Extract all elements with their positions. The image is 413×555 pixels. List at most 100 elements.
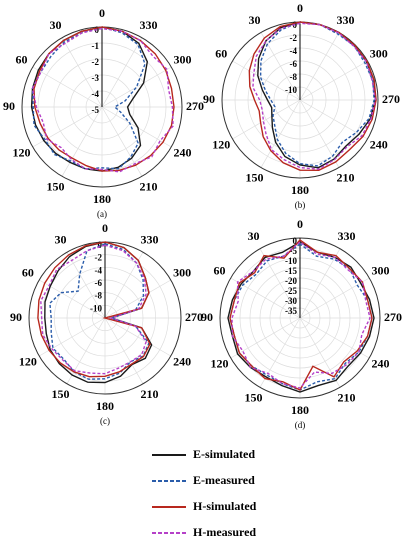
angle-label: 180 <box>291 403 309 417</box>
angle-label: 210 <box>338 390 356 404</box>
grid-spoke <box>299 99 340 168</box>
grid-spoke <box>104 317 144 384</box>
angle-label: 150 <box>47 179 65 193</box>
angle-label: 120 <box>19 354 37 368</box>
angle-label: 120 <box>212 137 230 151</box>
pattern-line <box>227 241 375 393</box>
grid-spoke <box>61 106 103 177</box>
polar-chart: 03060901201501802102402703003300-5-10-15… <box>201 217 402 430</box>
grid-spoke <box>299 248 341 319</box>
angle-label: 0 <box>297 217 303 231</box>
grid-spoke <box>259 317 301 388</box>
angle-label: 60 <box>213 263 225 277</box>
caption: (c) <box>100 416 110 426</box>
r-tick-label: -6 <box>95 278 103 288</box>
angle-label: 240 <box>173 354 191 368</box>
angle-label: 270 <box>186 99 204 113</box>
angle-label: 270 <box>384 310 402 324</box>
r-tick-label: -8 <box>290 72 298 82</box>
legend-label: H-measured <box>193 525 256 539</box>
r-tick-label: -4 <box>92 89 100 99</box>
r-tick-label: -20 <box>285 276 297 286</box>
polar-chart: 03060901201501802102402703003300-2-4-6-8… <box>10 221 203 426</box>
angle-label: 270 <box>382 92 400 106</box>
grid-spoke <box>101 66 172 108</box>
angle-label: 300 <box>372 263 390 277</box>
r-tick-label: -2 <box>290 33 298 43</box>
angle-label: 330 <box>338 229 356 243</box>
pattern-line <box>252 22 377 170</box>
pattern-line <box>259 21 375 167</box>
angle-label: 210 <box>337 171 355 185</box>
grid-spoke <box>66 317 106 384</box>
angle-label: 300 <box>370 46 388 60</box>
angle-label: 150 <box>246 171 264 185</box>
pattern-line <box>33 26 175 172</box>
angle-label: 0 <box>102 221 108 235</box>
angle-label: 150 <box>245 390 263 404</box>
angle-label: 90 <box>203 92 215 106</box>
r-tick-label: 0 <box>293 236 298 246</box>
r-tick-label: -3 <box>92 73 100 83</box>
r-tick-label: -5 <box>92 105 100 115</box>
angle-label: 90 <box>201 310 213 324</box>
r-tick-label: -35 <box>285 306 297 316</box>
angle-label: 120 <box>210 356 228 370</box>
r-tick-label: -8 <box>95 291 103 301</box>
angle-label: 0 <box>99 6 105 20</box>
angle-label: 210 <box>140 179 158 193</box>
caption: (d) <box>295 420 306 430</box>
r-tick-label: -10 <box>90 303 102 313</box>
pattern-line <box>31 27 174 173</box>
r-tick-label: -4 <box>95 265 103 275</box>
pattern-line <box>31 26 146 170</box>
r-tick-label: -6 <box>290 59 298 69</box>
angle-label: 240 <box>174 145 192 159</box>
polar-chart: 03060901201501802102402703003300-2-4-6-8… <box>203 1 400 210</box>
pattern-line <box>37 241 151 378</box>
angle-label: 180 <box>291 183 309 197</box>
grid-spoke <box>260 32 301 101</box>
pattern-line <box>229 239 373 391</box>
pattern-line <box>248 21 377 172</box>
legend-label: H-simulated <box>193 499 257 513</box>
angle-label: 120 <box>12 145 30 159</box>
angle-label: 90 <box>10 310 22 324</box>
angle-label: 150 <box>52 387 70 401</box>
angle-label: 240 <box>372 356 390 370</box>
grid-spoke <box>61 37 103 108</box>
pattern-line <box>231 241 371 389</box>
r-tick-label: -10 <box>285 256 297 266</box>
angle-label: 60 <box>15 52 27 66</box>
legend-label: E-simulated <box>193 447 255 461</box>
grid-spoke <box>104 317 171 357</box>
pattern-line <box>40 244 147 375</box>
angle-label: 180 <box>96 399 114 413</box>
polar-chart: 03060901201501802102402703003300-1-2-3-4… <box>3 6 204 219</box>
r-tick-label: -15 <box>285 266 297 276</box>
r-tick-label: -5 <box>290 246 298 256</box>
grid-spoke <box>232 99 301 140</box>
r-tick-label: -1 <box>92 41 100 51</box>
grid-spoke <box>101 37 143 108</box>
angle-label: 330 <box>141 233 159 247</box>
legend-label: E-measured <box>193 473 255 487</box>
angle-label: 30 <box>249 13 261 27</box>
grid-spoke <box>299 317 341 388</box>
pattern-line <box>30 26 149 172</box>
grid-spoke <box>232 60 301 101</box>
r-tick-label: -4 <box>290 46 298 56</box>
caption: (b) <box>295 200 306 210</box>
angle-label: 270 <box>185 310 203 324</box>
grid-spoke <box>230 317 301 359</box>
angle-label: 240 <box>370 137 388 151</box>
r-tick-label: -2 <box>92 57 100 67</box>
grid-spoke <box>299 60 368 101</box>
pattern-line <box>49 243 150 380</box>
grid-spoke <box>299 99 368 140</box>
grid-spoke <box>32 66 103 108</box>
angle-label: 60 <box>215 46 227 60</box>
grid-spoke <box>260 99 301 168</box>
angle-label: 30 <box>55 233 67 247</box>
